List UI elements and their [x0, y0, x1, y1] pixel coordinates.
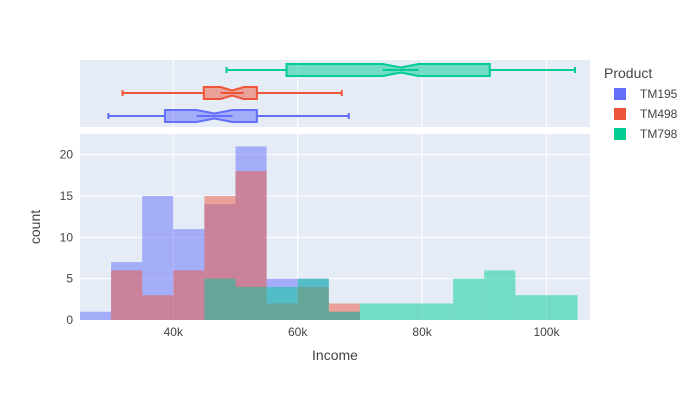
legend: Product TM195 TM498 TM798: [604, 65, 678, 141]
x-axis-title: Income: [312, 347, 358, 363]
bar-tm498-2: [173, 270, 205, 320]
legend-label: TM798: [640, 127, 678, 141]
legend-item-tm498[interactable]: TM498: [614, 107, 678, 121]
histogram-bars: [80, 146, 578, 320]
x-tick-label: 100k: [533, 325, 560, 339]
y-tick-label: 0: [66, 313, 73, 327]
legend-title: Product: [604, 65, 652, 81]
bar-tm798-4: [328, 311, 360, 320]
y-tick-label: 10: [60, 230, 74, 244]
bar-tm798-9: [484, 270, 516, 320]
x-tick-label: 60k: [288, 325, 308, 339]
y-axis-title: count: [27, 210, 43, 244]
bar-tm798-7: [422, 303, 454, 320]
y-tick-label: 20: [60, 148, 74, 162]
box-tm195: [107, 109, 350, 123]
box-tm498: [121, 86, 343, 100]
bar-tm798-5: [359, 303, 391, 320]
legend-swatch: [614, 128, 626, 140]
bar-tm195-0: [80, 311, 112, 320]
bar-tm798-11: [546, 295, 578, 320]
box-tm798: [225, 63, 576, 77]
x-tick-labels: 40k 60k 80k 100k: [164, 325, 561, 339]
bar-tm798-2: [266, 286, 298, 320]
legend-item-tm798[interactable]: TM798: [614, 127, 678, 141]
bar-tm498-0: [111, 270, 143, 320]
legend-swatch: [614, 88, 626, 100]
bar-tm798-3: [297, 278, 329, 320]
legend-label: TM195: [640, 87, 678, 101]
legend-item-tm195[interactable]: TM195: [614, 87, 678, 101]
bar-tm798-10: [515, 295, 547, 320]
bar-tm798-8: [453, 278, 485, 320]
legend-swatch: [614, 108, 626, 120]
bar-tm498-1: [142, 295, 174, 320]
legend-label: TM498: [640, 107, 678, 121]
bar-tm798-0: [204, 278, 236, 320]
bar-tm798-6: [390, 303, 423, 320]
bar-tm798-1: [235, 286, 267, 320]
y-tick-labels: 0 5 10 15 20: [60, 148, 74, 327]
x-tick-label: 80k: [412, 325, 432, 339]
x-tick-label: 40k: [164, 325, 184, 339]
y-tick-label: 5: [66, 272, 73, 286]
box-marginals: [107, 63, 576, 123]
y-tick-label: 15: [60, 189, 74, 203]
